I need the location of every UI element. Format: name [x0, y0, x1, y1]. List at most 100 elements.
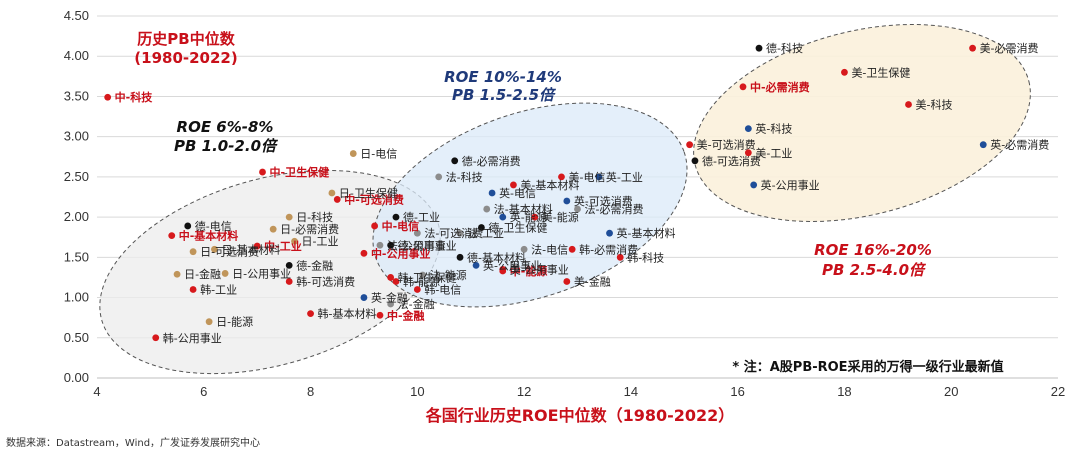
point-label: 英-公用事业 [483, 258, 542, 272]
point-label: 德-金融 [296, 258, 333, 272]
point-label: 美-能源 [542, 210, 579, 224]
data-point [173, 270, 181, 278]
x-tick-label: 4 [93, 384, 100, 399]
point-label: 英-可选消费 [574, 194, 633, 208]
point-label: 中-能源 [510, 264, 548, 278]
data-point [563, 278, 571, 285]
point-label: 英-科技 [755, 122, 792, 136]
y-tick-label: 2.00 [64, 209, 89, 224]
data-point [750, 181, 758, 189]
data-point [488, 189, 496, 197]
x-axis-title: 各国行业历史ROE中位数（1980-2022） [425, 406, 735, 425]
data-point [152, 334, 160, 342]
point-label: 美-必需消费 [980, 41, 1039, 55]
point-label: 法-能源 [430, 268, 467, 282]
data-point [291, 237, 298, 245]
data-point [413, 286, 421, 293]
point-label: 韩-电信 [424, 283, 461, 297]
cluster-ellipse-mid [372, 102, 688, 308]
point-label: 美-可选消费 [697, 138, 756, 152]
point-label: 德-基本材料 [467, 250, 526, 264]
cluster-ellipse-high [693, 24, 1031, 222]
data-point [969, 44, 976, 52]
data-point [499, 266, 507, 273]
data-point [905, 101, 912, 108]
roe-high-range: ROE 16%-20% [814, 241, 932, 259]
data-point [189, 286, 197, 293]
point-label: 日-可选消费 [200, 245, 259, 259]
data-point [841, 68, 848, 76]
y-tick-label: 1.00 [64, 290, 89, 305]
point-label: 中-必需消费 [750, 80, 810, 94]
x-tick-label: 10 [410, 384, 424, 399]
y-tick-label: 2.50 [64, 169, 89, 184]
data-point [568, 245, 576, 253]
data-point [499, 213, 507, 221]
point-label: 韩-可选消费 [296, 274, 355, 288]
data-point [739, 83, 747, 91]
point-label: 韩-必需消费 [579, 242, 638, 256]
hist-pb-title: 历史PB中位数 [137, 30, 235, 48]
point-label: 中-可选消费 [344, 192, 404, 206]
footnote: * 注：A股PB-ROE采用的万得一级行业最新值 [732, 359, 1003, 375]
point-label: 中-电信 [382, 219, 420, 233]
data-point [451, 157, 459, 165]
data-point [483, 205, 491, 213]
point-label: 日-卫生保健 [339, 186, 398, 200]
data-point [558, 173, 565, 181]
point-label: 英-金融 [371, 291, 408, 305]
point-label: 美-基本材料 [520, 178, 579, 192]
data-point [419, 271, 427, 279]
data-point [184, 222, 192, 230]
point-label: 日-必需消费 [280, 222, 339, 236]
x-tick-labels: 4 6 8 10 12 14 16 18 20 22 [93, 384, 1065, 399]
x-tick-label: 20 [944, 384, 958, 399]
data-point [744, 149, 752, 157]
point-label: 韩-卫生保健 [398, 270, 457, 284]
point-label: 德-可选消费 [702, 154, 761, 168]
point-label: 德-必需消费 [462, 154, 521, 168]
point-label: 英-电信 [499, 186, 536, 200]
point-label: 美-金融 [574, 274, 611, 288]
x-tick-label: 18 [837, 384, 851, 399]
x-tick-label: 14 [624, 384, 638, 399]
data-point [413, 229, 421, 237]
data-point [456, 229, 464, 237]
data-points [104, 44, 987, 342]
x-tick-label: 6 [200, 384, 207, 399]
data-point [392, 213, 400, 221]
data-point [168, 232, 176, 240]
point-label: 韩-基本材料 [318, 307, 377, 321]
cluster-ellipses [99, 24, 1031, 375]
data-point [520, 245, 528, 253]
roe-mid-range: ROE 10%-14% [444, 68, 562, 86]
y-tick-label: 1.50 [64, 249, 89, 264]
data-point [307, 310, 314, 318]
data-point [221, 270, 229, 277]
data-point [360, 294, 368, 301]
point-label: 日-金融 [184, 267, 221, 281]
data-source: 数据来源：Datastream，Wind，广发证券发展研究中心 [6, 438, 261, 449]
data-point [387, 274, 395, 281]
data-point [478, 224, 485, 231]
point-label: 日-能源 [216, 315, 253, 329]
data-point [392, 278, 400, 285]
point-label: 中-基本材料 [179, 229, 239, 243]
data-point [371, 222, 379, 230]
point-label: 韩-公用事业 [163, 331, 222, 345]
y-tick-labels: 0.00 0.50 1.00 1.50 2.00 2.50 3.00 3.50 4.00 4.50 [64, 8, 89, 385]
data-point [510, 181, 517, 189]
point-label: 法-必需消费 [585, 202, 644, 216]
point-label: 英-能源 [510, 210, 547, 224]
point-label: 日-工业 [302, 235, 339, 248]
data-point [616, 253, 624, 261]
point-label: 美-卫生保健 [851, 65, 910, 79]
point-label: 韩-工业 [200, 283, 237, 297]
point-label: 英-公用事业 [761, 178, 820, 192]
y-tick-label: 0.00 [64, 370, 89, 385]
data-point [435, 173, 443, 181]
point-label: 德-卫生保健 [488, 221, 547, 235]
x-tick-label: 8 [307, 384, 314, 399]
point-label: 法-电信 [531, 242, 568, 256]
point-label: 日-基本材料 [221, 242, 280, 256]
